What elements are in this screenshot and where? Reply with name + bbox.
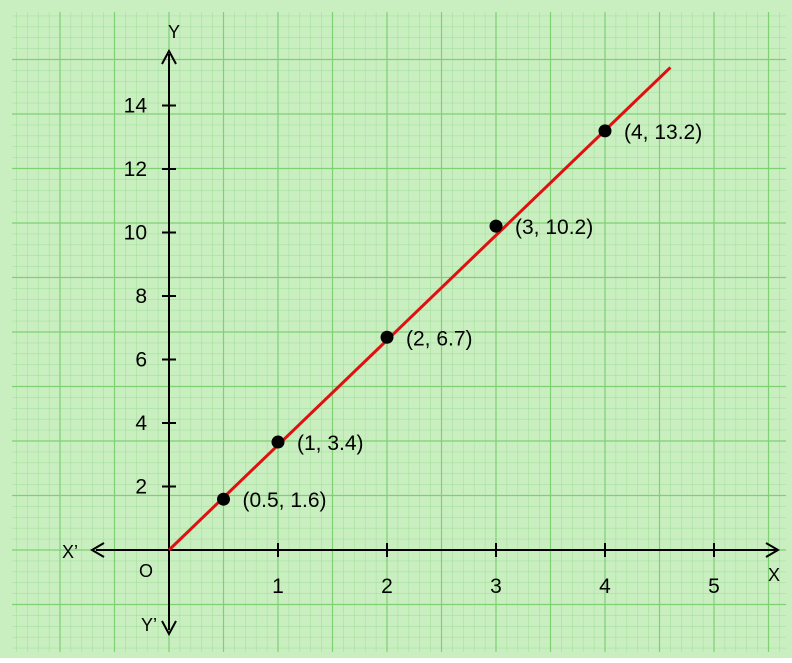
data-point-label: (2, 6.7) <box>406 327 473 350</box>
data-point-labels: (0.5, 1.6) (1, 3.4) (2, 6.7) (3, 10.2) (4, 1… <box>243 121 703 512</box>
y-tick-label: 6 <box>135 349 147 372</box>
y-tick-label: 2 <box>135 476 147 499</box>
data-point <box>489 219 503 233</box>
data-point <box>598 124 612 138</box>
data-point <box>271 435 285 449</box>
axis-names: X X’ Y Y’ O <box>62 22 780 635</box>
data-point <box>380 330 394 344</box>
x-tick-label: 5 <box>708 575 720 598</box>
y-axis-ticks: 2 4 6 8 10 12 14 <box>124 95 176 499</box>
data-point-label: (1, 3.4) <box>297 432 364 455</box>
y-axis-arrow-up <box>161 48 177 65</box>
y-axis-negative-label: Y’ <box>141 615 157 635</box>
x-tick-label: 2 <box>381 575 393 598</box>
y-tick-label: 14 <box>124 95 148 118</box>
best-fit-line <box>167 66 672 552</box>
y-tick-label: 8 <box>135 285 147 308</box>
origin-label: O <box>139 561 153 581</box>
x-tick-label: 4 <box>599 575 611 598</box>
y-tick-label: 10 <box>124 222 147 245</box>
y-tick-label: 4 <box>135 412 147 435</box>
data-point-label: (0.5, 1.6) <box>243 489 327 512</box>
x-axis-ticks: 1 2 3 4 5 <box>272 543 720 598</box>
y-axis-positive-label: Y <box>168 22 180 42</box>
x-axis-arrow-right <box>765 542 780 558</box>
x-tick-label: 3 <box>490 575 502 598</box>
data-point <box>217 492 230 506</box>
data-point-label: (3, 10.2) <box>515 216 593 239</box>
x-axis-arrow-left <box>90 542 105 558</box>
data-point-label: (4, 13.2) <box>624 121 702 144</box>
y-axis-arrow-down <box>161 620 177 637</box>
y-tick-label: 12 <box>124 158 147 181</box>
x-axis-positive-label: X <box>768 565 780 585</box>
data-points <box>217 124 612 506</box>
x-axis-negative-label: X’ <box>62 542 78 562</box>
x-tick-label: 1 <box>272 575 284 598</box>
